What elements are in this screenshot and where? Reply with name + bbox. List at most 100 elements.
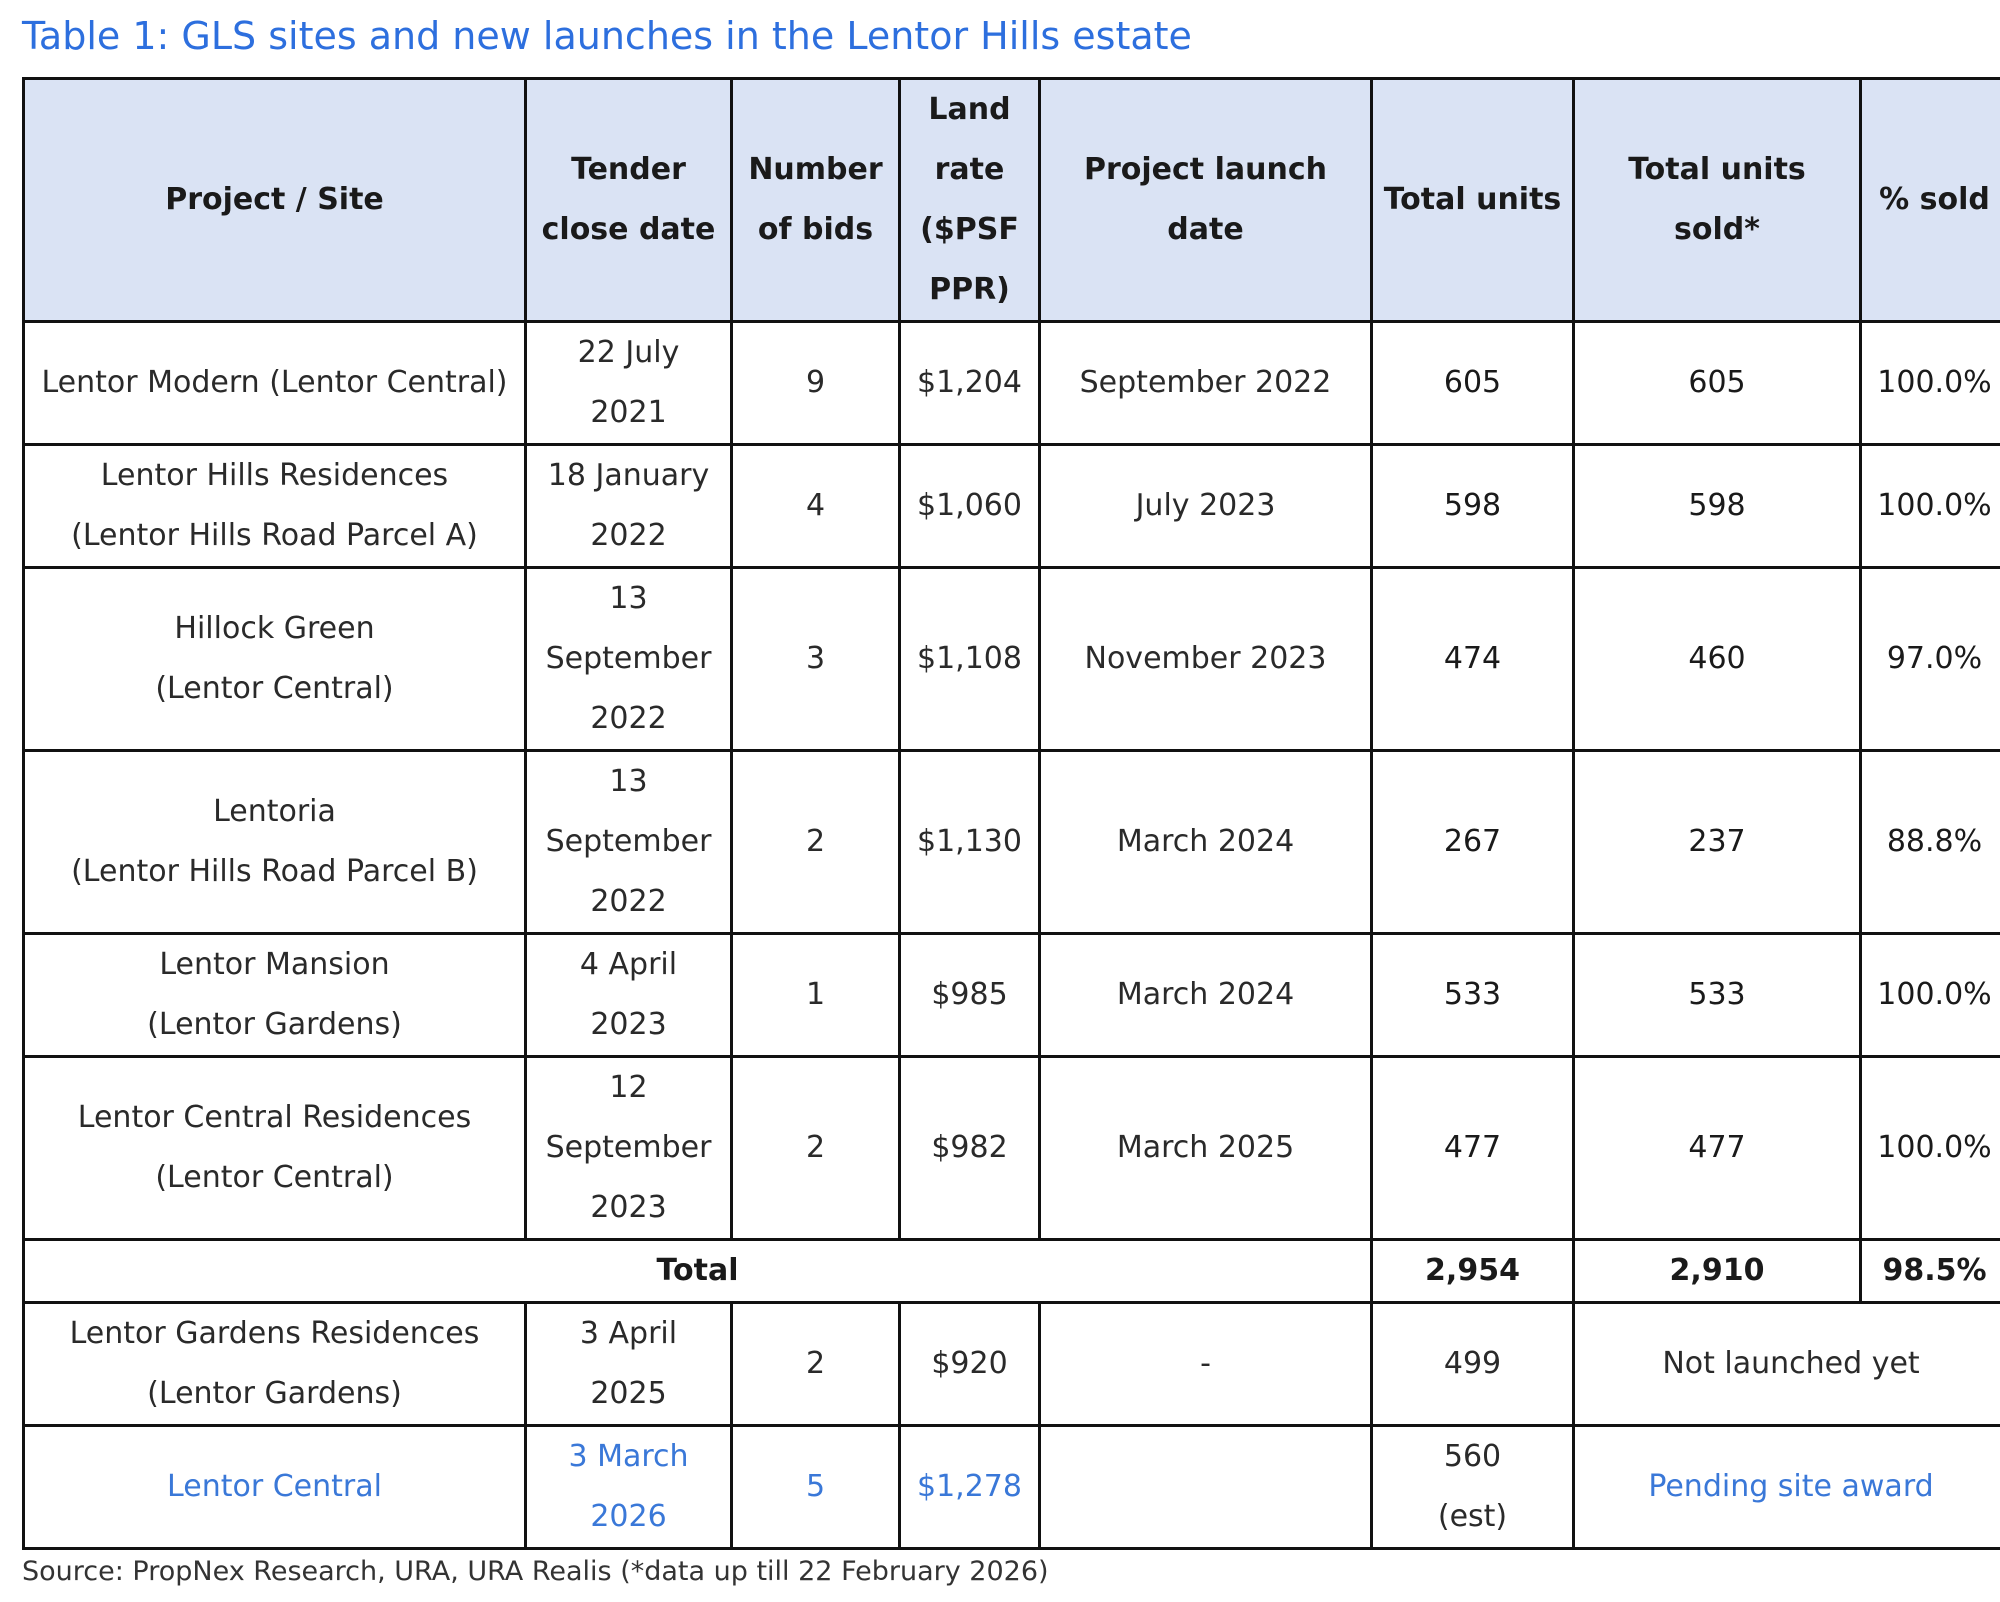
cell-units-sold: 605 xyxy=(1572,320,1862,446)
cell-text: (Lentor Hills Road Parcel A) xyxy=(71,518,478,553)
cell-total-units: 533 xyxy=(1370,932,1575,1058)
cell-text: 12 xyxy=(609,1070,648,1105)
table-row: Lentor Modern (Lentor Central) 22 July 2… xyxy=(22,320,2000,446)
cell-text: Lentor Central xyxy=(167,1469,382,1504)
cell-launch-date: November 2023 xyxy=(1038,566,1373,752)
cell-percent-sold: 100.0% xyxy=(1859,443,2000,569)
table-row: Lentor Mansion (Lentor Gardens) 4 April … xyxy=(22,932,2000,1058)
cell-bids: 9 xyxy=(730,320,901,446)
cell-bids: 4 xyxy=(730,443,901,569)
cell-percent-sold: 88.8% xyxy=(1859,749,2000,935)
cell-launch-date: September 2022 xyxy=(1038,320,1373,446)
header-number-of-bids: Number of bids xyxy=(730,77,901,323)
cell-land-rate: $985 xyxy=(898,932,1041,1058)
cell-text: (Lentor Central) xyxy=(155,671,394,706)
cell-units-sold: 533 xyxy=(1572,932,1862,1058)
cell-project: Lentor Central Residences (Lentor Centra… xyxy=(22,1055,527,1241)
cell-percent-sold: 100.0% xyxy=(1859,320,2000,446)
cell-project: Lentor Hills Residences (Lentor Hills Ro… xyxy=(22,443,527,569)
cell-bids: 5 xyxy=(730,1424,901,1550)
cell-project: Lentor Gardens Residences (Lentor Garden… xyxy=(22,1301,527,1427)
header-tender-close-date: Tender close date xyxy=(524,77,733,323)
cell-tender-date: 3 March 2026 xyxy=(524,1424,733,1550)
cell-text: 2023 xyxy=(590,1007,667,1042)
cell-bids: 1 xyxy=(730,932,901,1058)
cell-total-units: 605 xyxy=(1370,320,1575,446)
header-project-launch-date: Project launch date xyxy=(1038,77,1373,323)
table-row-unlaunched: Lentor Gardens Residences (Lentor Garden… xyxy=(22,1301,2000,1427)
header-label: Total units sold* xyxy=(1628,152,1806,247)
cell-tender-date: 13 September 2022 xyxy=(524,566,733,752)
cell-bids: 2 xyxy=(730,749,901,935)
cell-text: Hillock Green xyxy=(174,611,375,646)
header-label: of bids xyxy=(757,212,874,247)
cell-units-sold: 477 xyxy=(1572,1055,1862,1241)
cell-bids: 2 xyxy=(730,1301,901,1427)
cell-project: Lentor Mansion (Lentor Gardens) xyxy=(22,932,527,1058)
cell-bids: 2 xyxy=(730,1055,901,1241)
cell-text: Lentor Mansion xyxy=(159,947,390,982)
cell-launch-date: March 2024 xyxy=(1038,932,1373,1058)
cell-bids: 3 xyxy=(730,566,901,752)
cell-text: Lentoria xyxy=(213,794,336,829)
cell-text: September xyxy=(545,824,712,859)
cell-text: 2023 xyxy=(590,1190,667,1225)
cell-total-units: 598 xyxy=(1370,443,1575,569)
header-label: Total units xyxy=(1383,182,1562,217)
cell-units-sold: 237 xyxy=(1572,749,1862,935)
total-row: Total 2,954 2,910 98.5% xyxy=(22,1238,2000,1304)
cell-text: 4 April xyxy=(579,947,678,982)
header-label: % sold xyxy=(1879,182,1990,217)
cell-launch-date: March 2024 xyxy=(1038,749,1373,935)
cell-text: Lentor Gardens Residences xyxy=(69,1316,480,1351)
cell-tender-date: 22 July 2021 xyxy=(524,320,733,446)
cell-text: September xyxy=(545,641,712,676)
cell-land-rate: $982 xyxy=(898,1055,1041,1241)
header-total-units: Total units xyxy=(1370,77,1575,323)
cell-text: 2022 xyxy=(590,701,667,736)
cell-launch-date: July 2023 xyxy=(1038,443,1373,569)
header-label: close date xyxy=(541,212,716,247)
header-label: Project / Site xyxy=(165,182,384,217)
header-percent-sold: % sold xyxy=(1859,77,2000,323)
table-row-pending: Lentor Central 3 March 2026 5 $1,278 560… xyxy=(22,1424,2000,1550)
cell-project: Lentor Modern (Lentor Central) xyxy=(22,320,527,446)
header-project-site: Project / Site xyxy=(22,77,527,323)
cell-text: 2026 xyxy=(590,1499,667,1534)
cell-land-rate: $1,060 xyxy=(898,443,1041,569)
cell-text: (Lentor Gardens) xyxy=(147,1376,402,1411)
cell-tender-date: 4 April 2023 xyxy=(524,932,733,1058)
gls-sites-table: Project / Site Tender close date Number … xyxy=(22,77,2000,1550)
total-label: Total xyxy=(22,1238,1373,1304)
cell-text: Lentor Modern (Lentor Central) xyxy=(41,365,508,400)
header-label: ($PSF xyxy=(920,212,1019,247)
header-label: Number xyxy=(748,152,883,187)
table-row: Hillock Green (Lentor Central) 13 Septem… xyxy=(22,566,2000,752)
header-label: Tender xyxy=(571,152,686,187)
cell-text: Lentor Central Residences xyxy=(77,1100,472,1135)
cell-launch-date: - xyxy=(1038,1301,1373,1427)
cell-total-units: 267 xyxy=(1370,749,1575,935)
cell-project: Lentoria (Lentor Hills Road Parcel B) xyxy=(22,749,527,935)
cell-launch-status: Not launched yet xyxy=(1572,1301,2000,1427)
cell-text: 13 xyxy=(609,581,648,616)
table-row: Lentor Hills Residences (Lentor Hills Ro… xyxy=(22,443,2000,569)
cell-text: 13 xyxy=(609,764,648,799)
cell-text: 3 March xyxy=(568,1439,689,1474)
table-row: Lentoria (Lentor Hills Road Parcel B) 13… xyxy=(22,749,2000,935)
header-row: Project / Site Tender close date Number … xyxy=(22,77,2000,323)
cell-total-units: 474 xyxy=(1370,566,1575,752)
cell-land-rate: $920 xyxy=(898,1301,1041,1427)
cell-percent-sold: 100.0% xyxy=(1859,932,2000,1058)
cell-text: 560 xyxy=(1443,1439,1502,1474)
cell-award-status: Pending site award xyxy=(1572,1424,2000,1550)
header-total-units-sold: Total units sold* xyxy=(1572,77,1862,323)
table-row: Lentor Central Residences (Lentor Centra… xyxy=(22,1055,2000,1241)
cell-tender-date: 18 January 2022 xyxy=(524,443,733,569)
cell-tender-date: 12 September 2023 xyxy=(524,1055,733,1241)
cell-tender-date: 13 September 2022 xyxy=(524,749,733,935)
cell-percent-sold: 100.0% xyxy=(1859,1055,2000,1241)
cell-text: (Lentor Central) xyxy=(155,1160,394,1195)
cell-text: 18 January xyxy=(547,458,710,493)
cell-land-rate: $1,130 xyxy=(898,749,1041,935)
